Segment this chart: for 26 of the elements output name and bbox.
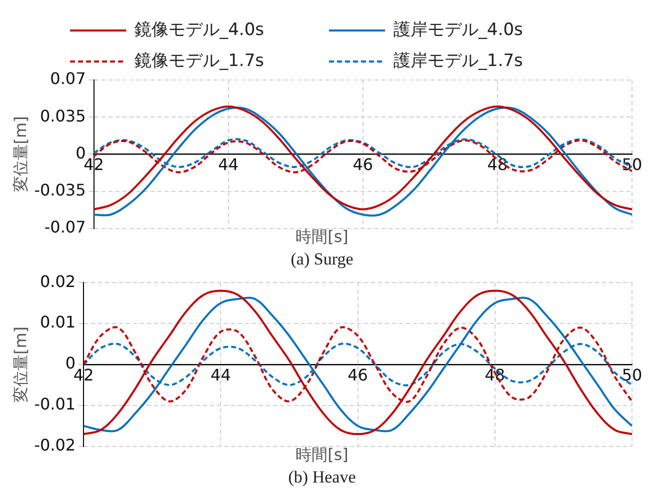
y-tick-label: 0 — [65, 354, 76, 373]
y-tick-label: -0.02 — [34, 436, 76, 455]
text: (b) Heave — [288, 467, 356, 486]
y-tick-label: 0.07 — [50, 69, 86, 88]
y-tick-label: -0.07 — [44, 218, 86, 237]
x-axis-title: 時間[s] — [296, 227, 348, 246]
y-tick-label: -0.035 — [34, 180, 86, 200]
x-tick-label: 50 — [622, 154, 642, 174]
x-tick-label: 46 — [352, 154, 374, 174]
legend-label: 護岸モデル_4.0s — [394, 20, 574, 40]
y-tick-label: 0.01 — [40, 312, 76, 332]
x-tick-label: 44 — [210, 365, 231, 384]
y-axis-title: 変位量[m] — [10, 116, 30, 192]
y-tick-label: 0.035 — [40, 106, 86, 126]
y-tick-label: -0.01 — [34, 394, 76, 414]
y-tick-label: 0.02 — [40, 272, 76, 291]
x-tick-label: 50 — [622, 365, 642, 384]
text: (a) Surge — [290, 249, 354, 268]
y-axis-title: 変位量[m] — [10, 326, 30, 403]
x-tick-label: 44 — [218, 154, 239, 174]
x-axis-title: 時間[s] — [296, 445, 348, 464]
legend-label: 鏡像モデル_4.0s — [134, 20, 316, 40]
x-tick-label: 46 — [348, 365, 368, 384]
y-tick-label: 0 — [76, 143, 86, 162]
legend-label: 鏡像モデル_1.7s — [134, 50, 316, 71]
legend-label: 護岸モデル_1.7s — [394, 50, 574, 71]
